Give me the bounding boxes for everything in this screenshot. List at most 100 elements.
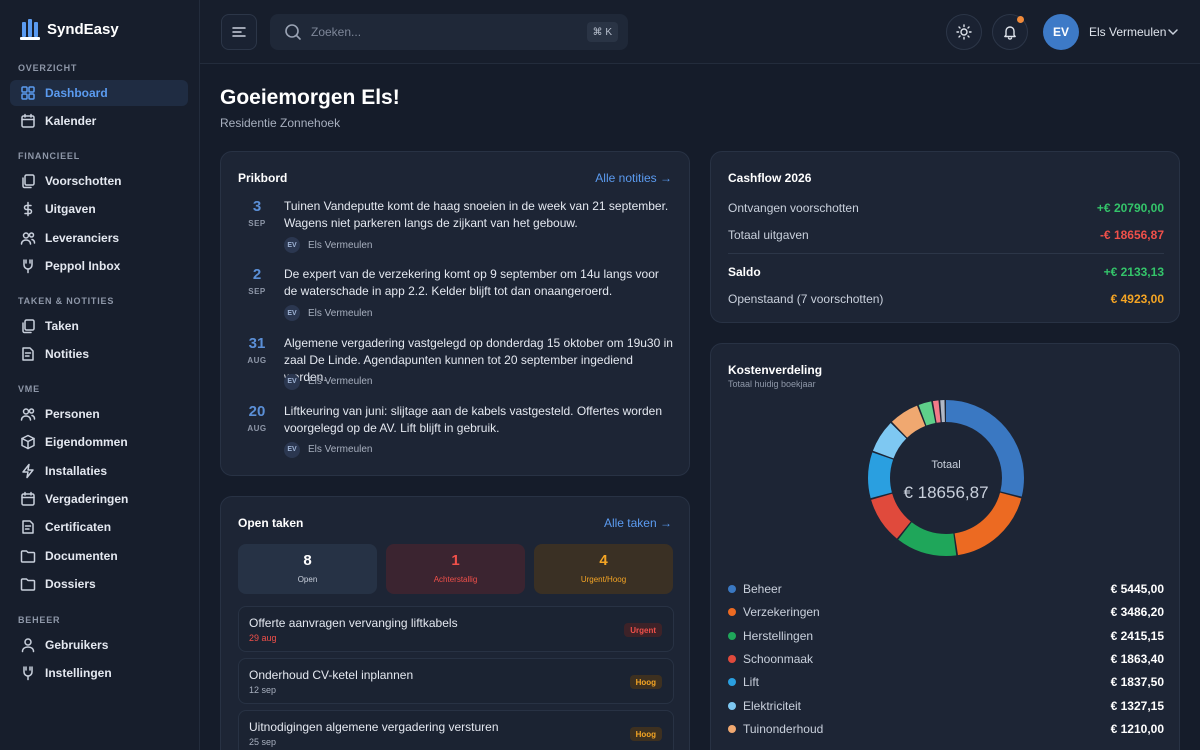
calendar-icon: [20, 491, 36, 507]
stat-open[interactable]: 8 Open: [238, 544, 377, 594]
post-author: EV Els Vermeulen: [284, 305, 372, 322]
stat-overdue[interactable]: 1 Achterstallig: [386, 544, 525, 594]
prikbord-post[interactable]: 3 SEP Tuinen Vandeputte komt de haag snoei…: [221, 198, 691, 262]
search-shortcut: ⌘ K: [586, 22, 618, 42]
notifications-button[interactable]: [992, 14, 1028, 50]
legend-label: Tuinonderhoud: [743, 721, 824, 736]
stat-urgent[interactable]: 4 Urgent/Hoog: [534, 544, 673, 594]
legend-color-dot: [728, 701, 736, 710]
sidebar-item-uitgaven[interactable]: Uitgaven: [10, 196, 188, 222]
cashflow-value: -€ 18656,87: [1099, 228, 1164, 242]
cost-distribution-title: Kostenverdeling: [728, 363, 823, 377]
building-logo-icon: [20, 19, 40, 40]
sidebar-item-installaties[interactable]: Installaties: [10, 458, 188, 484]
task-date: 12 sep: [249, 685, 277, 695]
post-month: SEP: [248, 219, 266, 228]
all-tasks-link[interactable]: Alle taken →: [603, 516, 672, 530]
donut-segment[interactable]: [868, 400, 1024, 556]
sidebar-section-title: OVERZICHT: [18, 63, 78, 73]
user-name[interactable]: Els Vermeulen: [1089, 25, 1167, 39]
sidebar-item-dashboard[interactable]: Dashboard: [10, 80, 188, 106]
sidebar-item-vergaderingen[interactable]: Vergaderingen: [10, 486, 188, 512]
sidebar-item-leveranciers[interactable]: Leveranciers: [10, 225, 188, 251]
grid-icon: [20, 85, 36, 101]
cost-distribution-card: Kostenverdeling Totaal huidig boekjaar T…: [710, 343, 1180, 750]
brand[interactable]: SyndEasy: [20, 17, 119, 41]
legend-item: Lift € 1837,50: [728, 674, 1164, 690]
user-avatar[interactable]: EV: [1043, 14, 1079, 50]
topbar: ⌘ K EV Els Vermeulen: [200, 0, 1200, 64]
all-notes-link[interactable]: Alle notities →: [595, 171, 672, 185]
sidebar-section-title: BEHEER: [18, 615, 61, 625]
search-bar[interactable]: ⌘ K: [270, 14, 628, 50]
legend-label: Schoonmaak: [743, 651, 814, 666]
legend-value: € 2415,15: [1110, 628, 1164, 643]
plug-icon: [20, 665, 36, 681]
prikbord-card: Prikbord Alle notities → 3 SEP Tuinen Vand…: [220, 151, 690, 476]
prikbord-post[interactable]: 20 AUG Liftkeuring van juni: slijtage aan …: [221, 403, 691, 467]
legend-color-dot: [728, 678, 736, 687]
legend-item: Tuinonderhoud € 1210,00: [728, 721, 1164, 737]
task-title: Uitnodigingen algemene vergadering verst…: [249, 720, 499, 734]
plug-icon: [20, 258, 36, 274]
sidebar-item-dossiers[interactable]: Dossiers: [10, 571, 188, 597]
copy-icon: [20, 173, 36, 189]
sidebar-item-label: Voorschotten: [45, 174, 122, 188]
sidebar-item-label: Dossiers: [45, 576, 96, 591]
post-day: 3: [252, 198, 262, 215]
bolt-icon: [20, 463, 36, 479]
divider: [728, 253, 1164, 254]
stat-open-value: 8: [303, 552, 312, 569]
task-row[interactable]: Offerte aanvragen vervanging liftkabels …: [238, 606, 674, 652]
page-title: Goeiemorgen Els!: [220, 86, 400, 109]
post-author: EV Els Vermeulen: [284, 373, 372, 390]
chevron-down-icon[interactable]: [1167, 26, 1179, 38]
menu-toggle-button[interactable]: [221, 14, 257, 50]
sidebar-item-documenten[interactable]: Documenten: [10, 543, 188, 569]
prikbord-post[interactable]: 2 SEP De expert van de verzekering komt op…: [221, 266, 691, 330]
legend-color-dot: [728, 608, 736, 617]
sidebar-item-certificaten[interactable]: Certificaten: [10, 514, 188, 540]
folder-icon: [20, 548, 36, 564]
author-avatar: EV: [284, 237, 300, 253]
author-avatar: EV: [284, 441, 300, 458]
sidebar-item-taken[interactable]: Taken: [10, 313, 188, 339]
author-avatar: EV: [284, 373, 300, 390]
cashflow-value: +€ 20790,00: [1096, 201, 1164, 215]
sidebar-item-voorschotten[interactable]: Voorschotten: [10, 168, 188, 194]
sidebar-section-title: VME: [18, 384, 40, 394]
user-icon: [20, 637, 36, 653]
sidebar-item-eigendommen[interactable]: Eigendommen: [10, 429, 188, 455]
legend-value: € 3486,20: [1110, 605, 1164, 620]
legend-value: € 1837,50: [1110, 675, 1164, 690]
legend-color-dot: [728, 631, 736, 640]
search-input[interactable]: [311, 25, 571, 39]
cashflow-title: Cashflow 2026: [728, 171, 812, 185]
cost-donut-chart: [868, 400, 1024, 556]
theme-toggle-button[interactable]: [946, 14, 982, 50]
sidebar-item-instellingen[interactable]: Instellingen: [10, 660, 188, 686]
sidebar-item-notities[interactable]: Notities: [10, 341, 188, 367]
note-icon: [20, 346, 36, 362]
donut-segment[interactable]: [868, 400, 1024, 556]
post-month: AUG: [247, 355, 267, 365]
legend-value: € 1210,00: [1110, 721, 1164, 736]
sidebar-item-kalender[interactable]: Kalender: [10, 108, 188, 134]
legend-label: Lift: [743, 675, 760, 690]
sidebar-item-label: Eigendommen: [45, 435, 128, 450]
sidebar-item-personen[interactable]: Personen: [10, 401, 188, 427]
priority-badge: Hoog: [629, 727, 662, 741]
task-row[interactable]: Onderhoud CV-ketel inplannen 12 sep Hoog: [238, 658, 674, 704]
stat-open-label: Open: [297, 575, 318, 584]
prikbord-post[interactable]: 31 AUG Algemene vergadering vastgelegd op …: [221, 335, 691, 399]
post-day: 2: [252, 266, 262, 284]
dollar-icon: [20, 201, 36, 217]
sidebar-item-gebruikers[interactable]: Gebruikers: [10, 632, 188, 658]
sidebar-item-peppol-inbox[interactable]: Peppol Inbox: [10, 253, 188, 279]
task-row[interactable]: Uitnodigingen algemene vergadering verst…: [238, 710, 674, 750]
bell-icon: [1004, 26, 1016, 40]
sidebar-item-label: Personen: [45, 407, 100, 421]
task-title: Onderhoud CV-ketel inplannen: [249, 668, 414, 682]
donut-segment[interactable]: [868, 400, 1024, 556]
sidebar-item-label: Vergaderingen: [45, 491, 129, 506]
